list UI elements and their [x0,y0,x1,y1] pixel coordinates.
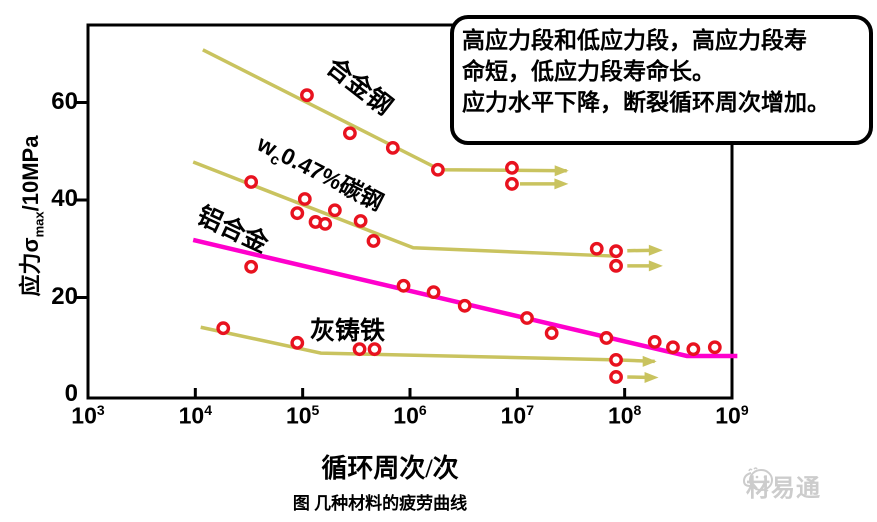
watermark: 材易通 [742,463,872,507]
series-aluminum-alloy [192,237,738,359]
x-tick-label: 106 [393,402,427,429]
x-tick-label: 109 [715,402,749,429]
x-tick-label: 104 [178,402,213,429]
series-carbon-steel [192,160,663,272]
x-tick-label: 108 [607,402,642,429]
x-axis-ticks: 103 104 105 106 107 108 109 [0,402,877,438]
y-tick-label: 0 [64,380,78,407]
y-tick-label: 20 [51,282,78,310]
x-tick-label: 105 [285,402,320,429]
fish-logo-icon [742,467,773,492]
plot-frame [86,23,734,400]
series-label-gray-cast-iron: 灰铸铁 [310,317,386,345]
y-axis-ticks: 0 20 40 60 [26,0,78,420]
callout-line: 应力水平下降，断裂循环周次增加。 [462,89,830,116]
x-axis-label: 循环周次/次 [321,454,459,483]
x-tick-label: 107 [500,402,534,429]
x-tick-label: 103 [71,402,105,429]
callout-box: 高应力段和低应力段，高应力段寿 命短，低应力段寿命长。 应力水平下降，断裂循环周… [450,15,873,145]
series-carbon-steel-markers [244,175,623,273]
figure-caption: 图 几种材料的疲劳曲线 [292,494,468,513]
callout-line: 高应力段和低应力段，高应力段寿 [462,27,807,53]
series-alloy-steel-markers [300,88,519,191]
y-tick-label: 40 [51,185,78,212]
y-tick-label: 60 [51,87,78,115]
callout-line: 命短，低应力段寿命长。 [462,58,715,85]
series-aluminum-alloy-markers [244,259,722,357]
watermark-text: 材易通 [746,474,821,502]
series-gray-cast-iron-markers [216,321,623,384]
series-gray-cast-iron [200,325,659,383]
